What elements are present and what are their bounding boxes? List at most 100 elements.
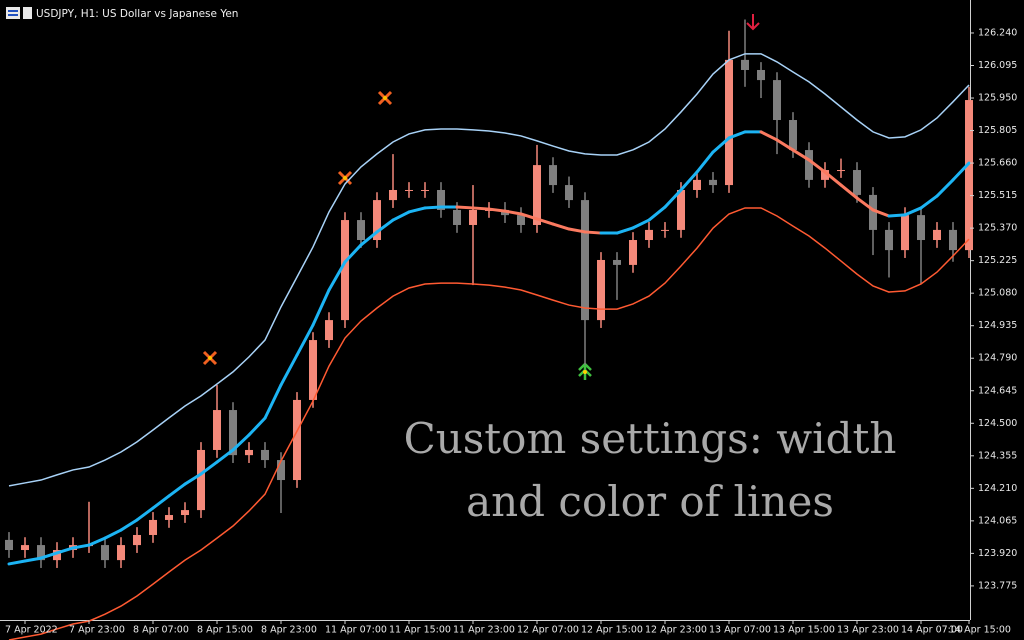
band-middle-segment [535, 217, 555, 226]
candle-body [405, 189, 413, 191]
y-tick-label: 126.095 [978, 60, 1017, 71]
band-middle-segment [87, 536, 107, 547]
candle-body [613, 259, 621, 265]
band-middle-segment [343, 243, 363, 264]
x-tick-label: 8 Apr 07:00 [133, 625, 189, 636]
band-middle-segment [647, 205, 667, 222]
candle-body [885, 229, 893, 251]
annotation: and color of lines [466, 477, 834, 526]
candle-body [165, 515, 173, 520]
candle-body [357, 220, 365, 241]
x-tick-label: 12 Apr 15:00 [581, 625, 643, 636]
candle-body [101, 545, 109, 561]
candle-body [277, 460, 285, 481]
band-middle-segment [391, 210, 411, 222]
candle-body [325, 320, 333, 341]
candle-body [677, 189, 685, 230]
band-middle-segment [215, 448, 235, 464]
candle-body [757, 69, 765, 81]
band-middle-segment [295, 323, 315, 357]
candle-body [645, 229, 653, 241]
y-tick-label: 125.950 [978, 93, 1017, 104]
band-middle-segment [263, 383, 283, 420]
band-middle-segment [695, 150, 715, 174]
band-middle-segment [487, 207, 507, 213]
candle-body [853, 170, 861, 195]
y-tick-label: 125.515 [978, 190, 1017, 201]
band-middle-segment [711, 136, 731, 154]
x-tick-label: 12 Apr 23:00 [645, 625, 707, 636]
y-tick-label: 124.065 [978, 515, 1017, 526]
candle-body [533, 165, 541, 225]
x-tick-label: 7 Apr 2022 [5, 625, 58, 636]
candle-body [517, 215, 525, 225]
y-tick-label: 123.920 [978, 548, 1017, 559]
candle-body [965, 100, 973, 251]
band-middle-segment [471, 206, 491, 211]
band-middle-segment [151, 494, 171, 510]
band-middle-segment [839, 183, 859, 200]
x-tick-label: 11 Apr 15:00 [389, 625, 451, 636]
band-middle-segment [887, 213, 907, 218]
icon [8, 14, 18, 16]
y-tick-label: 125.080 [978, 288, 1017, 299]
band-middle-segment [359, 230, 379, 247]
x-tick-label: 12 Apr 07:00 [517, 625, 579, 636]
y-tick-label: 124.500 [978, 418, 1017, 429]
y-tick-label: 125.660 [978, 158, 1017, 169]
band-middle-segment [55, 546, 75, 555]
y-tick-label: 124.790 [978, 353, 1017, 364]
candle-body [293, 399, 301, 481]
candle-body [309, 340, 317, 400]
candle-body [149, 519, 157, 535]
candle-body [549, 165, 557, 186]
band-middle-segment [951, 161, 971, 182]
signal-arrow [746, 14, 760, 31]
band-middle-segment [679, 170, 699, 192]
band-line [8, 53, 970, 487]
signal-icon [202, 350, 218, 366]
y-tick-label: 125.370 [978, 223, 1017, 234]
band-middle-segment [583, 230, 603, 235]
band-middle-segment [871, 208, 891, 218]
y-tick-label: 124.355 [978, 450, 1017, 461]
candle-body [709, 179, 717, 186]
band-middle-segment [631, 218, 651, 230]
x-tick-label: 13 Apr 15:00 [773, 625, 835, 636]
candle-body [245, 449, 253, 456]
candle-body [21, 545, 29, 551]
annotation: Custom settings: width [404, 414, 897, 463]
x-tick-label: 14 Apr 07:00 [901, 625, 963, 636]
y-tick-label: 124.935 [978, 320, 1017, 331]
x-tick-label: 13 Apr 23:00 [837, 625, 899, 636]
candle-body [341, 220, 349, 321]
band-middle-segment [71, 543, 91, 550]
candle-body [789, 120, 797, 151]
x-tick-label: 8 Apr 23:00 [261, 625, 317, 636]
x-tick-label: 7 Apr 23:00 [69, 625, 125, 636]
band-middle-segment [455, 205, 475, 210]
band-middle-segment [807, 158, 827, 174]
candle-body [693, 179, 701, 190]
candle-body [37, 545, 45, 561]
band-middle-segment [7, 559, 27, 566]
candle-body [869, 194, 877, 230]
band-middle-segment [135, 506, 155, 522]
candle-body [629, 240, 637, 265]
candle-body [597, 259, 605, 321]
band-middle-segment [407, 206, 427, 214]
band-middle-segment [919, 194, 939, 210]
icon [6, 7, 20, 19]
signal-icon [377, 90, 393, 106]
x-tick-label: 11 Apr 23:00 [453, 625, 515, 636]
candle-body [117, 545, 125, 561]
icon [23, 7, 32, 19]
candle-body [773, 80, 781, 121]
candle-body [661, 229, 669, 231]
candle-body [837, 170, 845, 172]
band-middle-segment [423, 205, 443, 210]
candle-body [5, 539, 13, 551]
x-tick-label: 13 Apr 07:00 [709, 625, 771, 636]
y-tick-label: 125.225 [978, 255, 1017, 266]
